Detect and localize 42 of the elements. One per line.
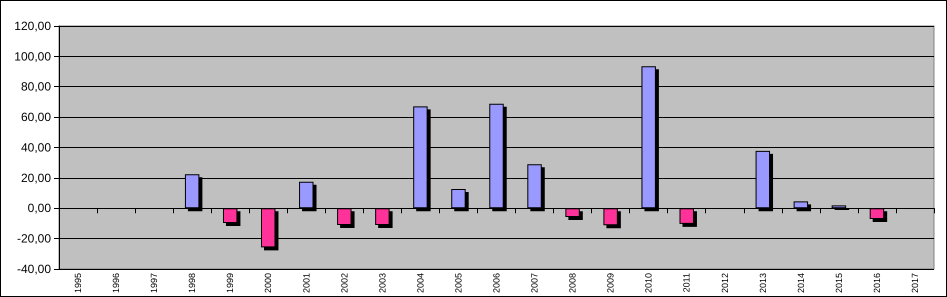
x-tick-label: 2007 — [530, 272, 540, 294]
x-tick-label: 1996 — [111, 272, 122, 294]
bar — [870, 208, 884, 220]
x-tick-label: 2004 — [415, 272, 426, 294]
x-tick-label: 2003 — [377, 272, 388, 294]
x-tick-label: 2012 — [720, 272, 730, 294]
bar — [794, 201, 808, 208]
bar — [337, 208, 352, 225]
x-tick-label: 2002 — [339, 272, 350, 294]
y-tick-label: 0,00 — [28, 201, 52, 216]
y-tick-label: 60,00 — [20, 110, 52, 124]
x-tick-label: 1999 — [225, 272, 236, 294]
x-tick-label: 1998 — [187, 272, 198, 294]
bar — [375, 208, 390, 225]
x-tick-label: 2015 — [834, 272, 844, 294]
x-tick-label: 2000 — [263, 272, 274, 294]
y-tick-label: 20,00 — [20, 170, 52, 185]
x-tick-label: 1995 — [73, 272, 84, 294]
x-tick-label: 2017 — [910, 272, 920, 294]
x-tick-label: 2014 — [796, 272, 806, 294]
y-tick-label: 40,00 — [20, 140, 52, 154]
x-tick-label: 2010 — [644, 272, 654, 294]
x-tick-label: 2005 — [453, 272, 464, 294]
y-tick-label: 100,00 — [14, 49, 52, 64]
x-tick-label: 2006 — [492, 272, 502, 294]
x-tick-label: 2011 — [682, 272, 692, 292]
bar — [565, 208, 580, 218]
bar — [679, 208, 694, 224]
x-tick-label: 2016 — [872, 272, 882, 294]
bar — [299, 182, 314, 208]
x-tick-label: 2001 — [301, 272, 312, 294]
bar — [222, 208, 238, 223]
y-tick-label: 120,00 — [14, 19, 52, 33]
x-tick-label: 2009 — [606, 272, 616, 294]
bar — [603, 208, 618, 226]
y-tick-label: 80,00 — [20, 80, 52, 94]
x-tick-label: 2013 — [758, 272, 768, 294]
x-tick-label: 2008 — [568, 272, 578, 294]
y-tick-label: -40,00 — [16, 262, 52, 276]
x-tick-label: 1997 — [149, 272, 160, 294]
y-tick-label: -20,00 — [16, 232, 52, 246]
bar — [451, 188, 466, 208]
